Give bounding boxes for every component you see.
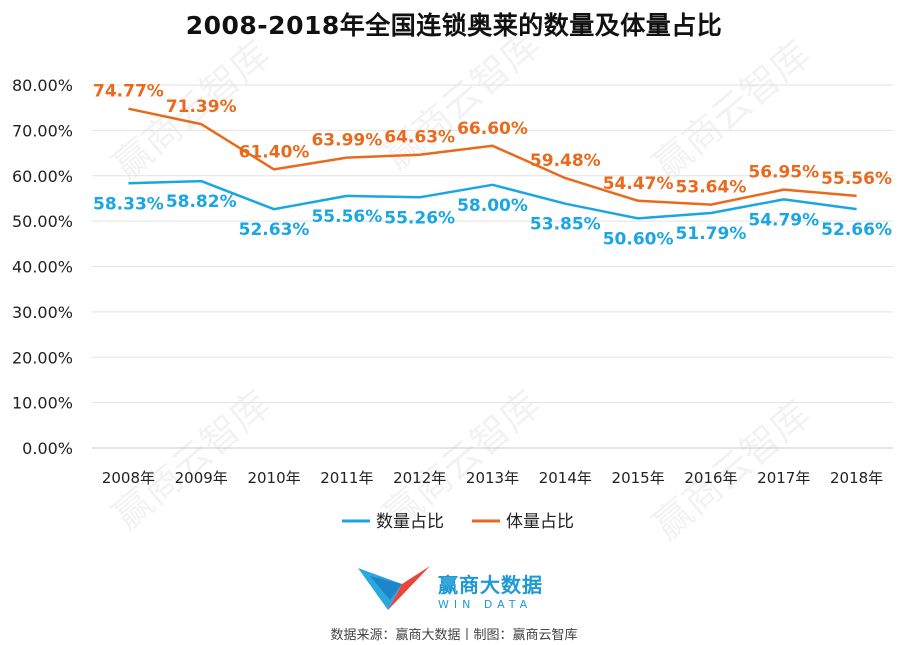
- data-label: 52.66%: [821, 220, 892, 240]
- y-tick-label: 40.00%: [12, 258, 73, 277]
- grid-lines: [92, 84, 893, 449]
- data-label: 64.63%: [384, 128, 455, 148]
- legend: 数量占比 体量占比: [342, 512, 574, 532]
- x-tick-label: 2016年: [684, 469, 737, 487]
- data-label: 59.48%: [530, 151, 601, 171]
- y-tick-label: 30.00%: [12, 303, 73, 322]
- x-tick-label: 2018年: [830, 469, 883, 487]
- data-label: 53.64%: [676, 178, 747, 198]
- legend-label: 数量占比: [376, 512, 444, 532]
- data-label: 52.63%: [239, 220, 310, 240]
- data-label: 61.40%: [239, 142, 310, 162]
- data-labels: 58.33% 58.82%52.63%55.56% 55.26%58.00%53.8…: [93, 82, 892, 250]
- x-tick-label: 2014年: [539, 469, 592, 487]
- y-tick-label: 80.00%: [12, 76, 73, 95]
- data-label: 54.47%: [603, 174, 674, 194]
- x-tick-label: 2013年: [466, 469, 519, 487]
- y-axis-ticks: 0.00% 10.00% 20.00% 30.00% 40.00% 50.00% 60.00…: [12, 76, 73, 458]
- data-label: 71.39%: [166, 97, 237, 117]
- data-label: 58.82%: [166, 192, 237, 212]
- legend-label: 体量占比: [506, 512, 574, 532]
- y-tick-label: 0.00%: [22, 439, 73, 458]
- data-label: 63.99%: [311, 131, 382, 151]
- data-label: 53.85%: [530, 215, 601, 235]
- y-tick-label: 60.00%: [12, 167, 73, 186]
- y-tick-label: 70.00%: [12, 121, 73, 140]
- data-label: 50.60%: [603, 229, 674, 249]
- data-label: 55.56%: [311, 207, 382, 227]
- y-tick-label: 50.00%: [12, 212, 73, 231]
- data-label: 54.79%: [748, 210, 819, 230]
- x-tick-label: 2010年: [247, 469, 300, 487]
- x-tick-label: 2008年: [102, 469, 155, 487]
- source-footer: 数据来源：赢商大数据丨制图：赢商云智库: [330, 628, 578, 643]
- data-label: 55.26%: [384, 208, 455, 228]
- x-axis-ticks: 2008年 2009年 2010年 2011年 2012年 2013年 2014年 2015年…: [102, 469, 883, 487]
- chart-title: 2008-2018年全国连锁奥莱的数量及体量占比: [185, 11, 723, 40]
- x-tick-label: 2009年: [175, 469, 228, 487]
- data-label: 58.00%: [457, 196, 528, 216]
- series-layer: [128, 107, 857, 220]
- logo-en: WIN DATA: [438, 598, 533, 611]
- logo-text: 赢商大数据 WIN DATA: [438, 569, 543, 611]
- x-tick-label: 2017年: [757, 469, 810, 487]
- x-tick-label: 2015年: [612, 469, 665, 487]
- x-tick-label: 2012年: [393, 469, 446, 487]
- data-label: 51.79%: [676, 224, 747, 244]
- series-line-1: [128, 107, 857, 206]
- x-tick-label: 2011年: [320, 469, 373, 487]
- data-label: 56.95%: [748, 163, 819, 183]
- logo-cn: 赢商大数据: [438, 573, 543, 597]
- watermark-text: 赢商云智库: [105, 382, 279, 538]
- data-label: 55.56%: [821, 169, 892, 189]
- data-label: 74.77%: [93, 82, 164, 102]
- win-data-logo-icon: [358, 566, 430, 610]
- y-tick-label: 20.00%: [12, 348, 73, 367]
- data-label: 66.60%: [457, 119, 528, 139]
- y-tick-label: 10.00%: [12, 394, 73, 413]
- series-line-0: [128, 179, 857, 220]
- data-label: 58.33%: [93, 194, 164, 214]
